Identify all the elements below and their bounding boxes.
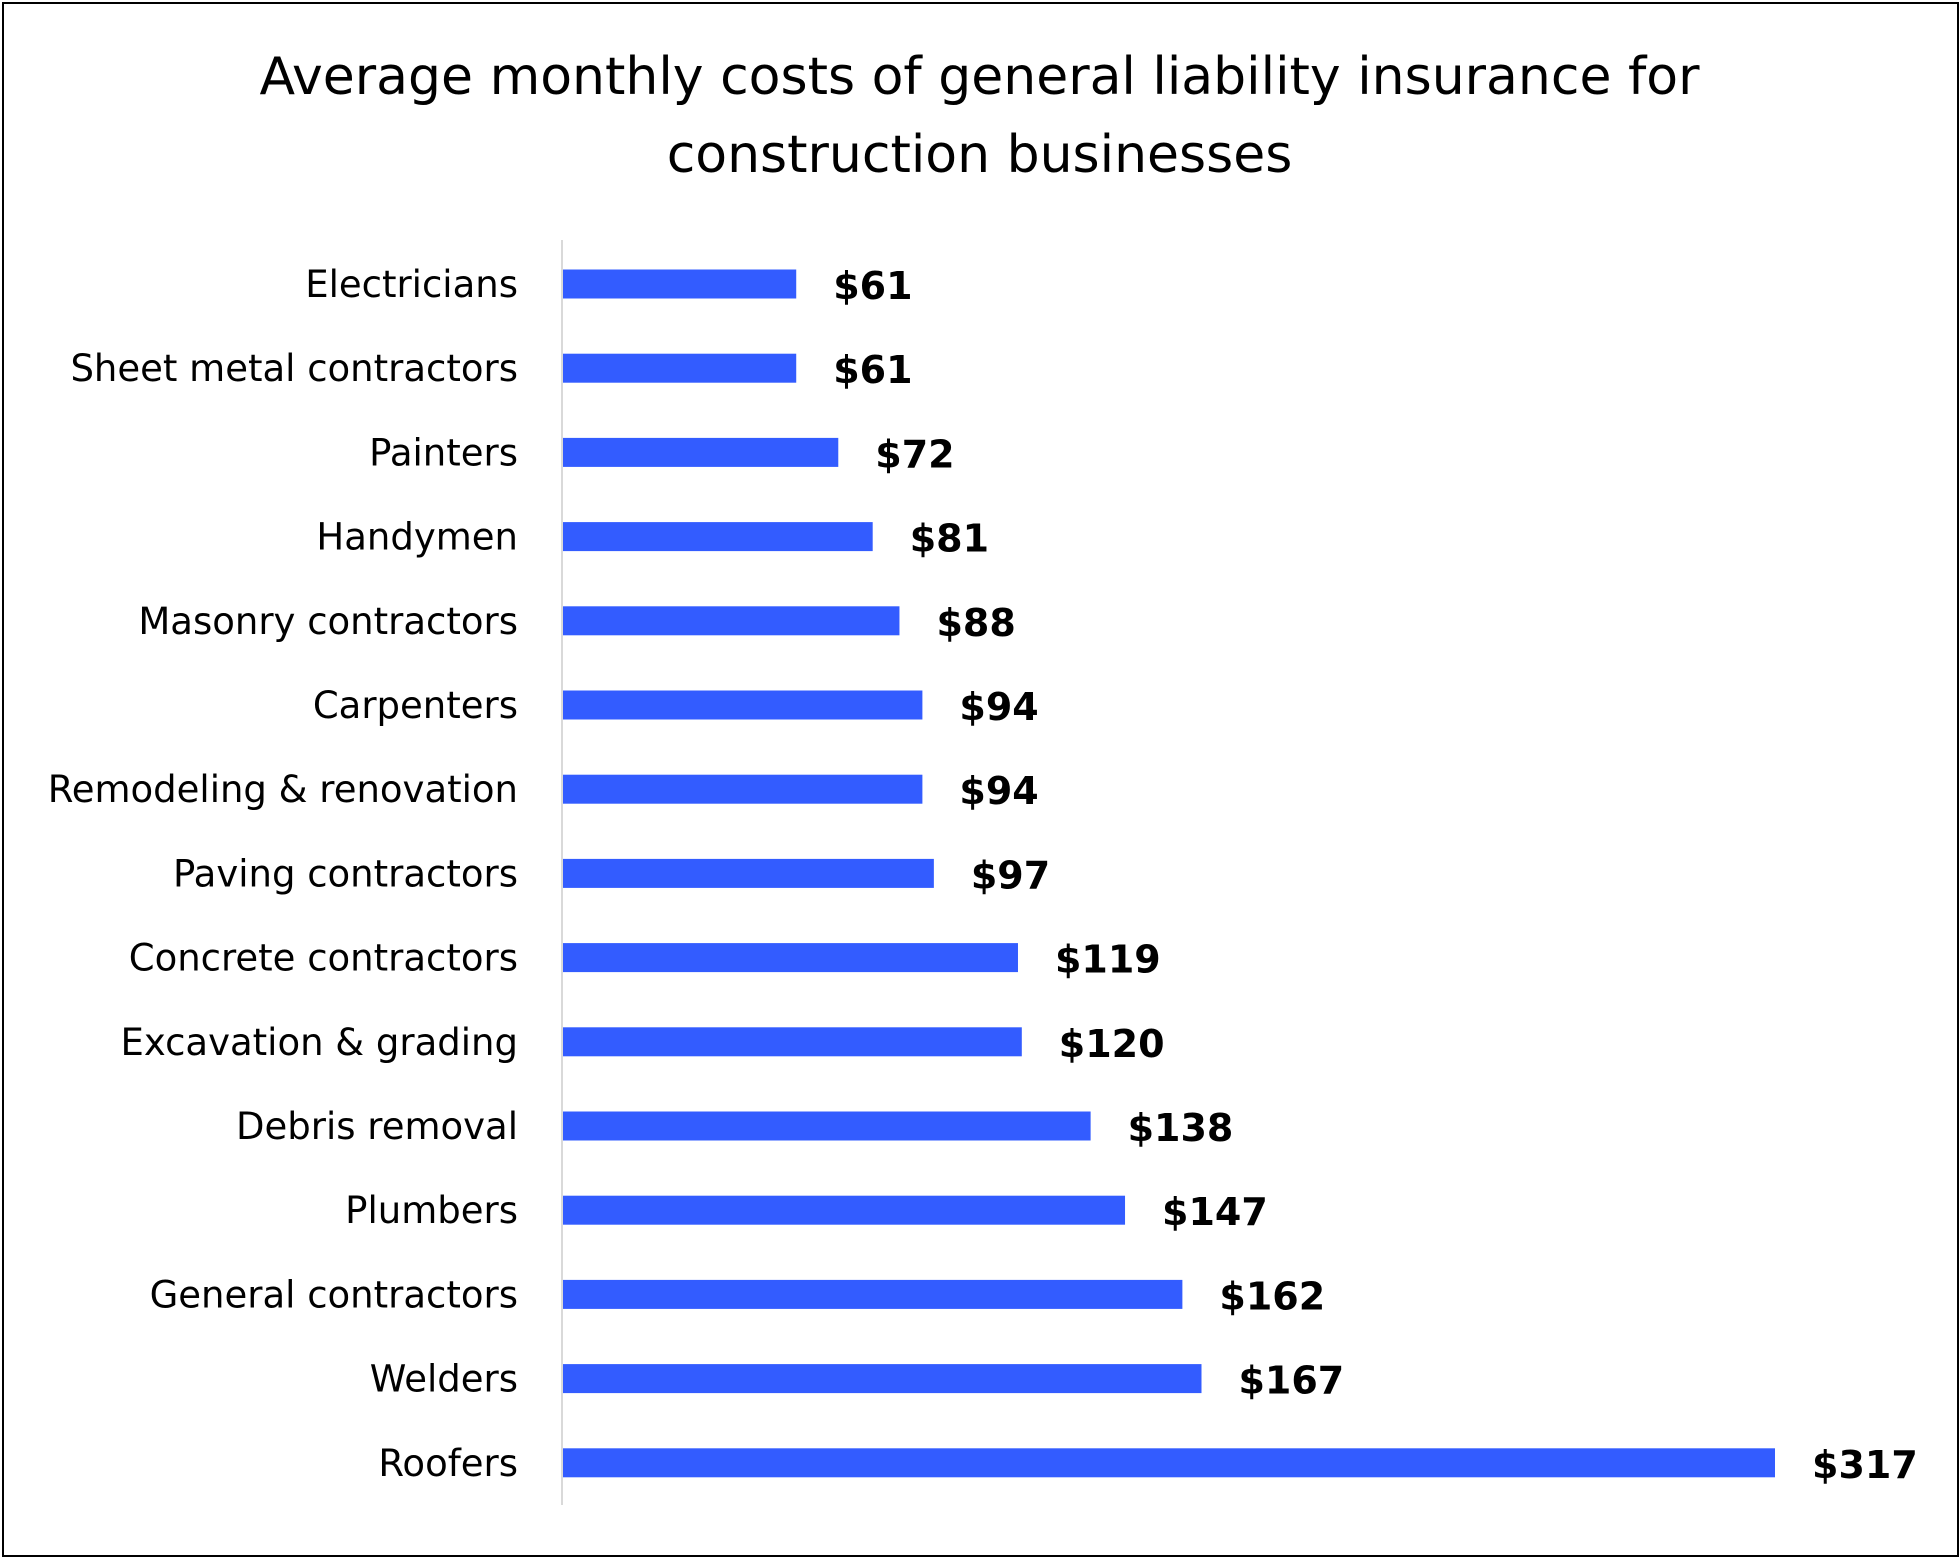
value-label: $317 (1812, 1443, 1918, 1487)
category-label: Painters (369, 431, 518, 474)
category-label: Sheet metal contractors (70, 347, 518, 390)
bar (563, 1195, 1126, 1225)
value-label: $94 (959, 769, 1038, 813)
chart-title-line-2: construction businesses (666, 125, 1293, 185)
chart-title-line-1: Average monthly costs of general liabili… (259, 47, 1700, 107)
value-label: $61 (833, 264, 912, 308)
bar (563, 690, 923, 720)
bar (563, 943, 1018, 973)
category-label: Debris removal (236, 1105, 518, 1148)
bar (563, 437, 839, 467)
value-label: $88 (936, 601, 1015, 645)
value-label: $138 (1128, 1106, 1234, 1150)
category-label: Handymen (316, 516, 518, 559)
category-label: General contractors (150, 1273, 518, 1316)
bar (563, 1448, 1775, 1478)
bar (563, 269, 797, 299)
category-label: Electricians (305, 263, 518, 306)
category-label: Roofers (378, 1442, 518, 1485)
bar (563, 522, 873, 552)
category-label: Masonry contractors (138, 600, 518, 643)
bar (563, 1027, 1022, 1057)
value-label: $167 (1238, 1359, 1344, 1403)
category-label: Welders (370, 1358, 518, 1401)
value-label: $162 (1219, 1274, 1325, 1318)
bar (563, 858, 934, 888)
value-label: $119 (1055, 938, 1161, 982)
bars-layer: Electricians $61 Sheet metal contractors $6… (48, 263, 1918, 1487)
value-label: $97 (971, 853, 1050, 897)
value-label: $81 (910, 517, 989, 561)
value-label: $72 (875, 432, 954, 476)
value-label: $94 (959, 685, 1038, 729)
chart-title: Average monthly costs of general liabili… (0, 38, 1959, 194)
category-label: Excavation & grading (120, 1021, 518, 1064)
bar (563, 606, 900, 636)
value-label: $120 (1059, 1022, 1165, 1066)
value-label: $147 (1162, 1190, 1268, 1234)
category-label: Carpenters (313, 684, 518, 727)
bar (563, 1364, 1202, 1394)
category-label: Paving contractors (173, 852, 518, 895)
category-label: Plumbers (345, 1189, 518, 1232)
value-label: $61 (833, 348, 912, 392)
bar (563, 1279, 1183, 1309)
bar (563, 1111, 1091, 1141)
category-label: Remodeling & renovation (48, 768, 518, 811)
category-label: Concrete contractors (129, 937, 518, 980)
bar (563, 353, 797, 383)
bar (563, 774, 923, 804)
